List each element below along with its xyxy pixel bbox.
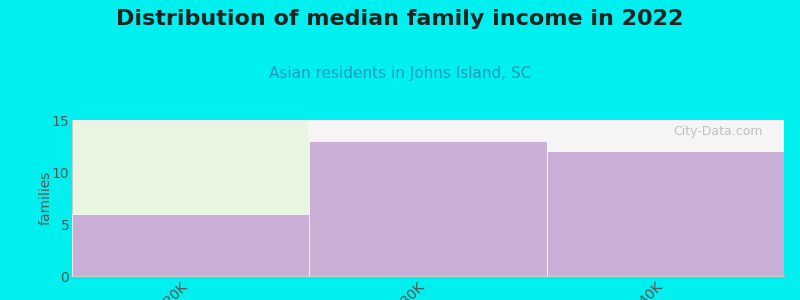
Text: Asian residents in Johns Island, SC: Asian residents in Johns Island, SC: [269, 66, 531, 81]
Bar: [72, 214, 310, 276]
Y-axis label: families: families: [39, 171, 53, 225]
Text: Distribution of median family income in 2022: Distribution of median family income in …: [116, 9, 684, 29]
Bar: [310, 141, 546, 276]
Bar: [72, 120, 310, 276]
Text: City-Data.com: City-Data.com: [673, 125, 762, 138]
Bar: [546, 151, 784, 276]
